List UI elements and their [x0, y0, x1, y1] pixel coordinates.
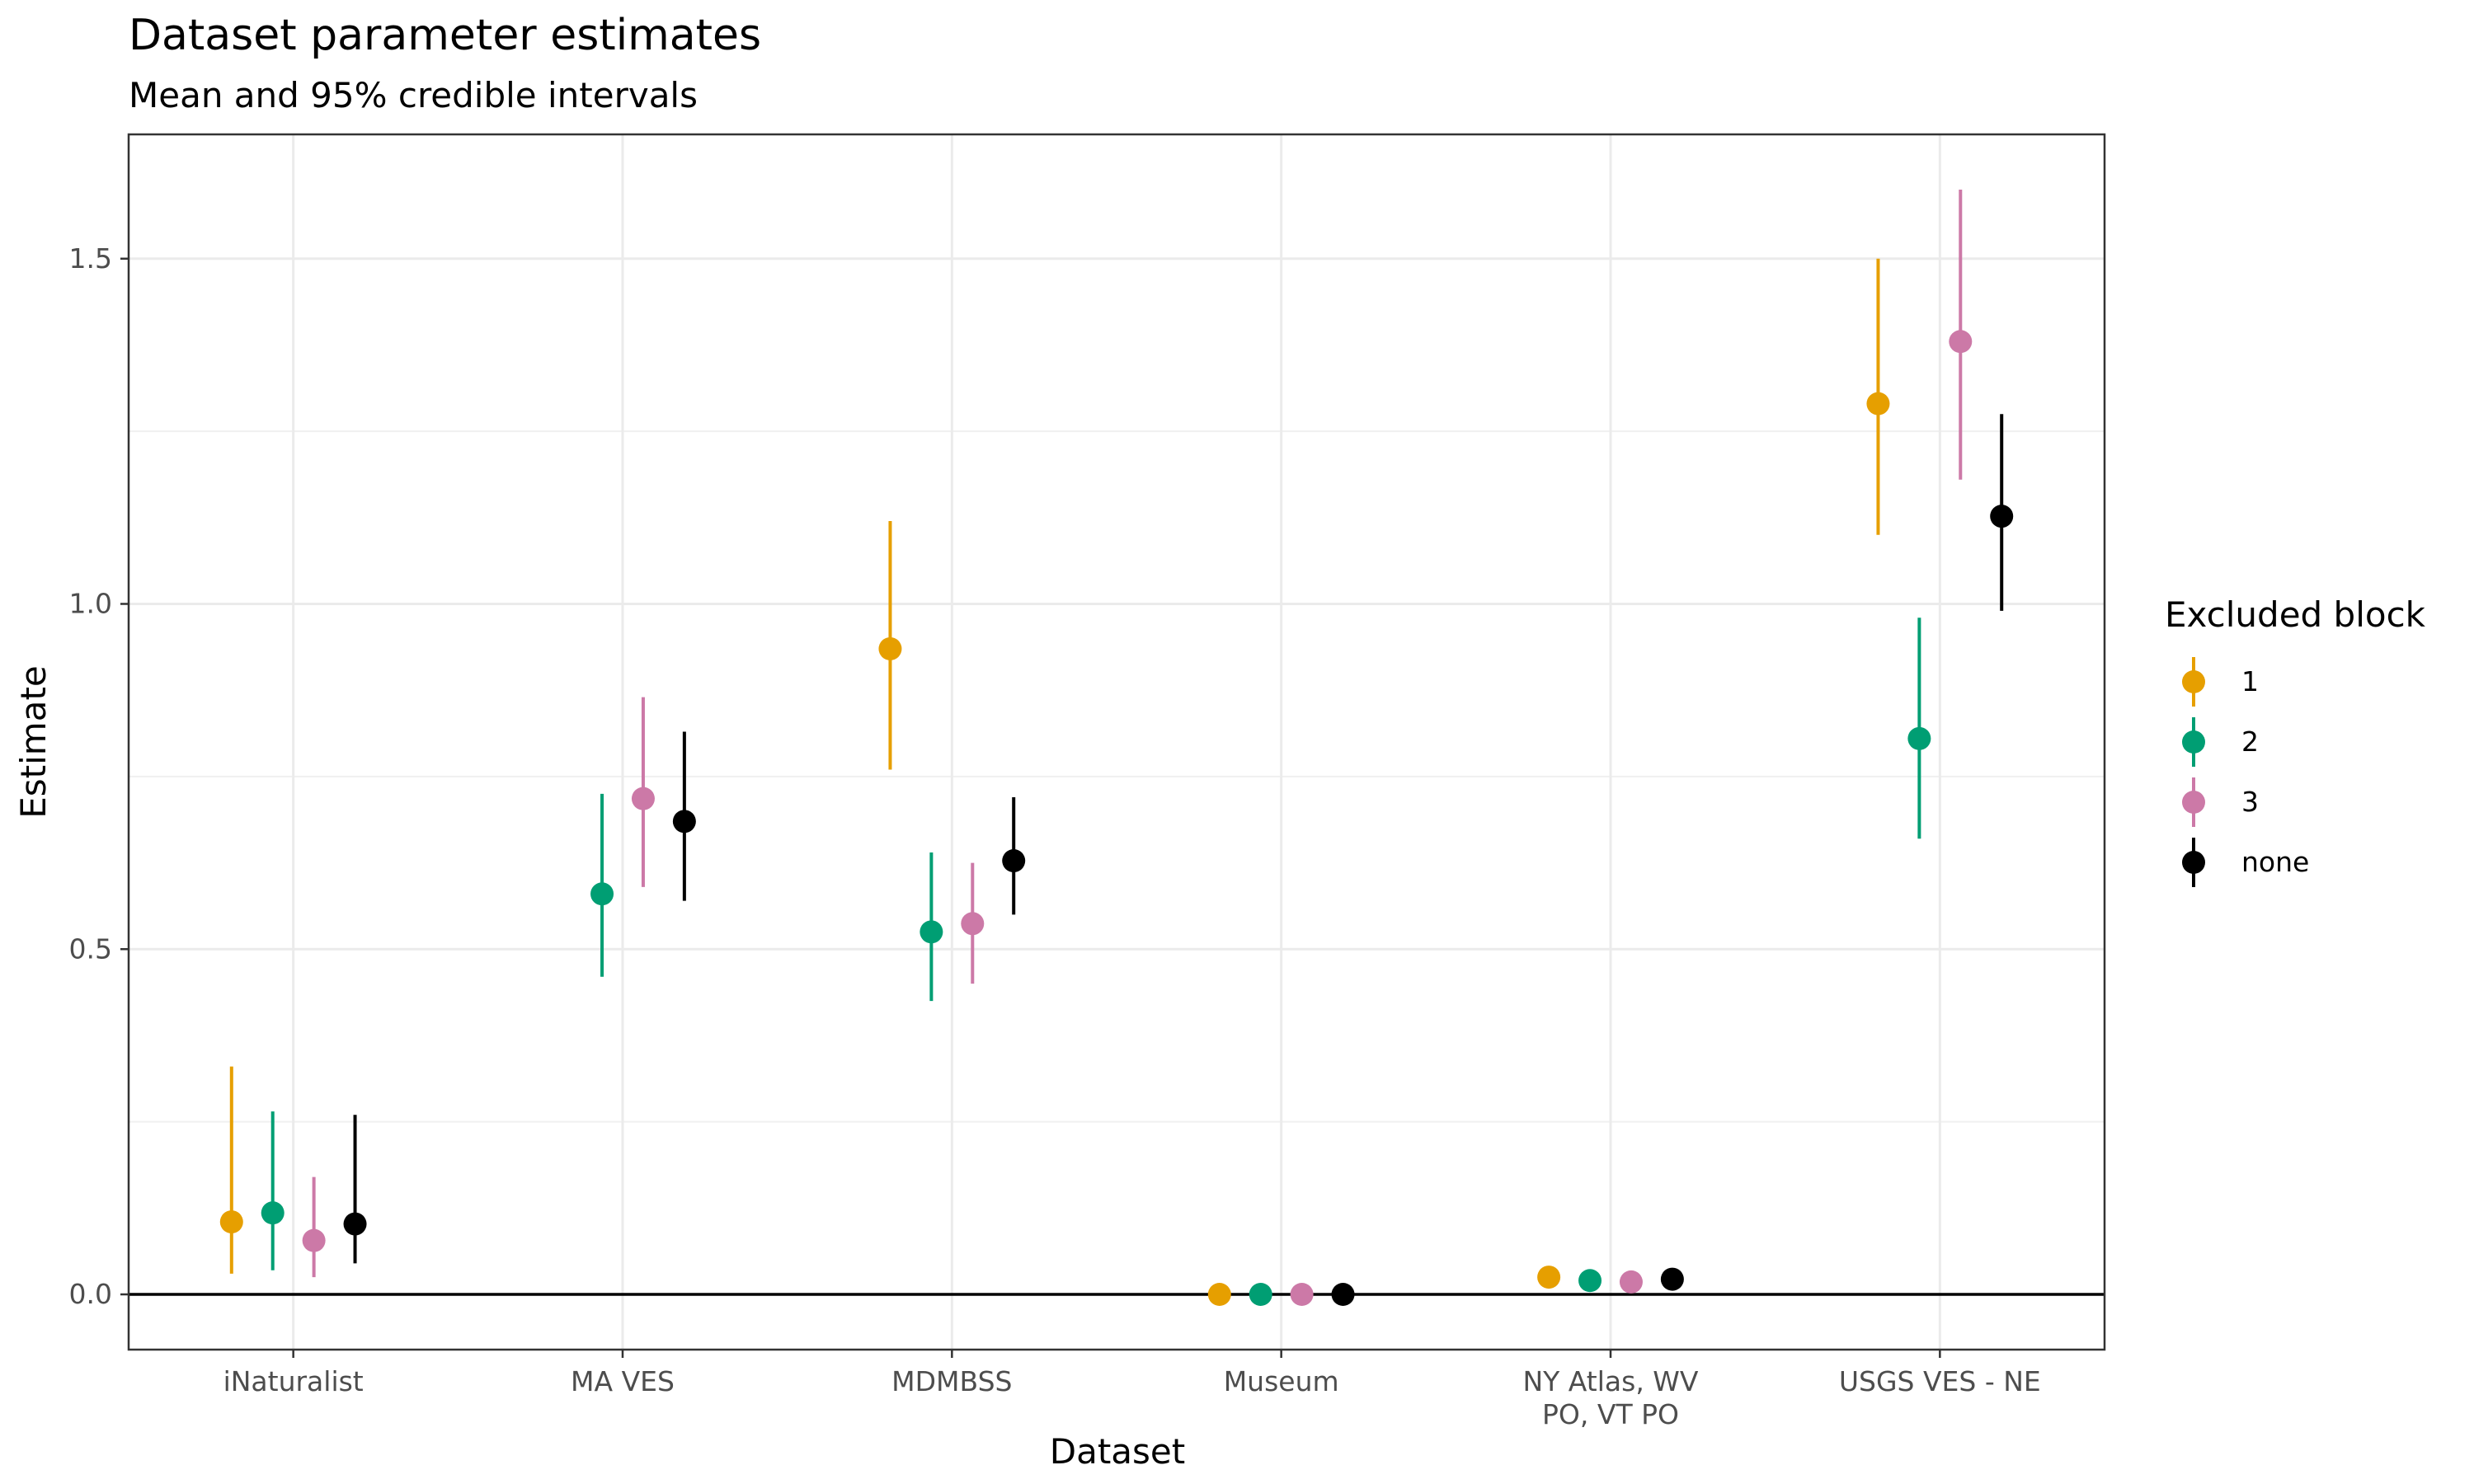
x-tick-label-line: NY Atlas, WV — [1522, 1365, 1698, 1397]
data-point — [920, 920, 943, 944]
chart-title: Dataset parameter estimates — [129, 11, 761, 60]
legend-label: 1 — [2241, 665, 2259, 697]
data-point — [1002, 849, 1026, 873]
legend-title: Excluded block — [2165, 594, 2426, 635]
plot-area: 0.0 0.5 1.0 1.5 iNaturalist MA VES MDMBSS Museu… — [69, 133, 2106, 1430]
x-tick-label-line: MA VES — [571, 1365, 675, 1397]
data-point — [1207, 1283, 1231, 1306]
series-3 — [302, 190, 1973, 1306]
data-point — [1990, 505, 2014, 528]
legend-label: none — [2241, 846, 2309, 878]
x-tick-label-line: MDMBSS — [891, 1365, 1012, 1397]
data-point — [1578, 1269, 1602, 1293]
data-point — [343, 1212, 367, 1236]
series-1 — [219, 258, 1890, 1306]
legend: Excluded block 1 2 3 none — [2165, 594, 2426, 887]
x-tick-label: NY Atlas, WV PO, VT PO — [1522, 1365, 1698, 1430]
y-tick-label: 0.0 — [69, 1278, 112, 1310]
legend-label: 2 — [2241, 726, 2259, 758]
series-2 — [261, 618, 1931, 1306]
data-point — [631, 787, 655, 810]
data-point — [1249, 1283, 1272, 1306]
x-tick-label-line: iNaturalist — [223, 1365, 364, 1397]
plot-border — [127, 133, 2106, 1351]
legend-item-1: 1 — [2182, 657, 2259, 707]
data-point — [261, 1201, 285, 1225]
x-tick-label: MDMBSS — [891, 1365, 1012, 1397]
y-axis-title: Estimate — [13, 665, 54, 819]
legend-item-none: none — [2182, 838, 2309, 887]
data-point — [878, 636, 902, 660]
legend-item-3: 3 — [2182, 777, 2259, 827]
x-axis-title: Dataset — [1050, 1431, 1185, 1472]
y-tick-label: 0.5 — [69, 932, 112, 965]
x-tick-label-line: PO, VT PO — [1542, 1398, 1679, 1430]
y-tick-label: 1.0 — [69, 588, 112, 620]
legend-key-point — [2182, 851, 2205, 874]
x-tick-label-line: USGS VES - NE — [1839, 1365, 2041, 1397]
x-tick-label: USGS VES - NE — [1839, 1365, 2041, 1397]
data-point — [219, 1210, 243, 1234]
data-point — [1331, 1283, 1355, 1306]
data-point — [1660, 1267, 1684, 1291]
data-point — [1290, 1283, 1314, 1306]
data-point — [1866, 392, 1890, 416]
legend-key-point — [2182, 730, 2205, 754]
y-tick-label: 1.5 — [69, 242, 112, 275]
data-point — [672, 810, 696, 834]
legend-label: 3 — [2241, 786, 2259, 818]
data-point — [1907, 726, 1931, 750]
plot-background — [129, 134, 2105, 1350]
legend-key-point — [2182, 670, 2205, 693]
legend-item-2: 2 — [2182, 717, 2259, 767]
x-tick-label-line: Museum — [1224, 1365, 1339, 1397]
data-point — [302, 1228, 326, 1252]
data-point — [1537, 1266, 1561, 1289]
x-tick-label: Museum — [1224, 1365, 1339, 1397]
series-none — [343, 414, 2014, 1306]
data-point — [1619, 1270, 1643, 1294]
chart-subtitle: Mean and 95% credible intervals — [129, 75, 698, 115]
legend-key-point — [2182, 791, 2205, 814]
x-tick-label: MA VES — [571, 1365, 675, 1397]
data-point — [590, 882, 614, 906]
data-point — [1949, 330, 1973, 354]
data-point — [961, 912, 985, 936]
x-tick-label: iNaturalist — [223, 1365, 364, 1397]
